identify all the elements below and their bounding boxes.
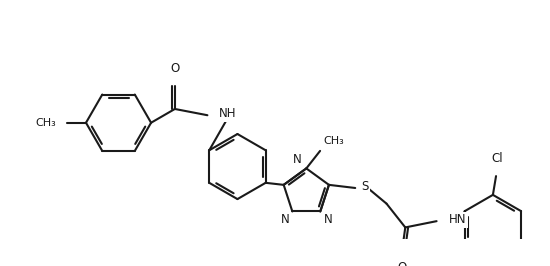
Text: CH₃: CH₃ — [323, 136, 344, 146]
Text: O: O — [398, 261, 407, 266]
Text: NH: NH — [219, 107, 236, 120]
Text: HN: HN — [449, 213, 466, 226]
Text: N: N — [293, 153, 301, 166]
Text: O: O — [170, 62, 179, 75]
Text: N: N — [323, 213, 332, 226]
Text: N: N — [280, 213, 289, 226]
Text: CH₃: CH₃ — [35, 118, 56, 128]
Text: Cl: Cl — [492, 152, 503, 165]
Text: S: S — [361, 180, 369, 193]
